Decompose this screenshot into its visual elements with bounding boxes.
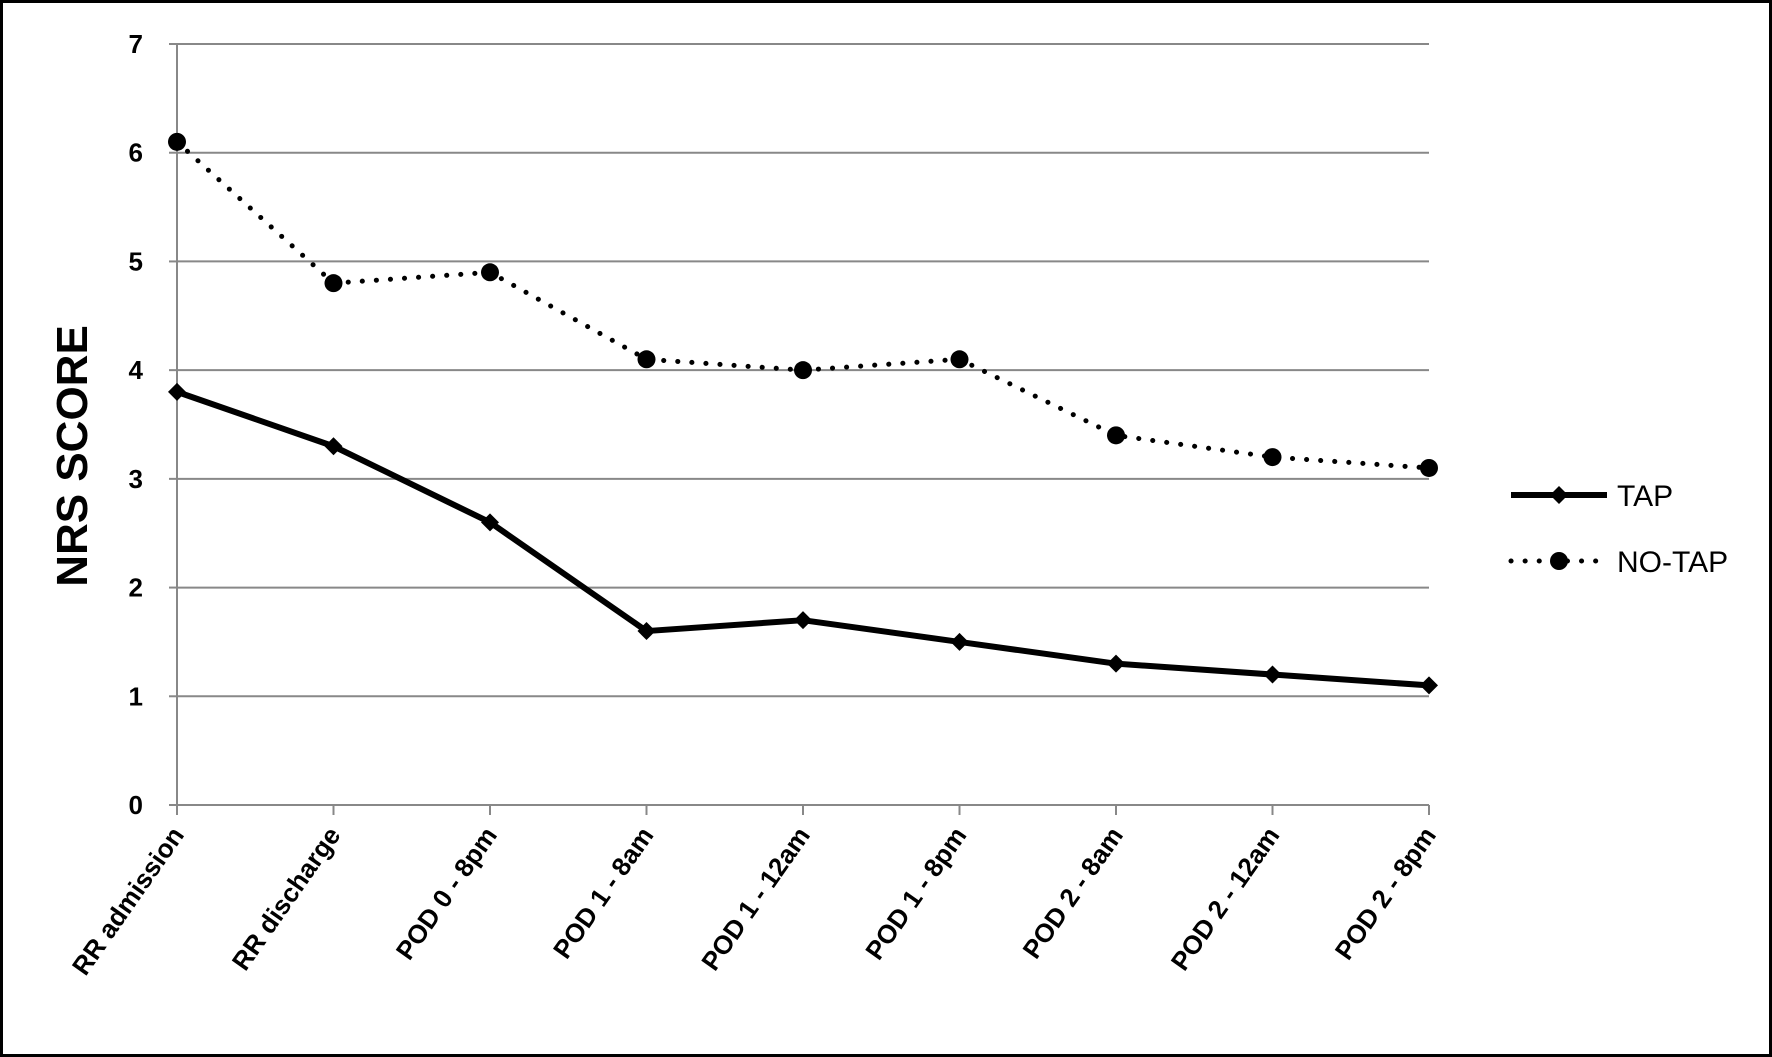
x-tick-labels: RR admission RR discharge POD 0 - 8pm POD 1… — [66, 821, 1442, 980]
y-axis-label: NRS SCORE — [48, 325, 97, 587]
x-tick-label: POD 2 - 8am — [1016, 821, 1128, 964]
y-tick-label: 2 — [129, 573, 143, 603]
data-series — [168, 132, 1438, 695]
legend-label-no-tap: NO-TAP — [1617, 546, 1728, 579]
point-no-tap — [481, 263, 499, 282]
x-tick-label: POD 1 - 8am — [547, 821, 659, 964]
series-line-tap — [176, 389, 1430, 689]
nrs-line-chart: 0 1 2 3 4 5 6 7 RR admission RR discharge POD 0 -… — [48, 29, 1728, 980]
x-tick-label: POD 2 - 12am — [1165, 821, 1286, 976]
y-tick-label: 4 — [129, 355, 144, 385]
point-no-tap — [1420, 458, 1438, 477]
y-tick-label: 3 — [129, 464, 143, 494]
x-tick-label: POD 0 - 8pm — [390, 821, 503, 965]
x-tick-label: POD 2 - 8pm — [1329, 821, 1442, 965]
point-tap — [324, 437, 343, 456]
point-no-tap — [168, 132, 186, 151]
point-tap — [794, 611, 812, 630]
point-no-tap — [1263, 448, 1282, 467]
point-no-tap — [1107, 426, 1125, 445]
point-no-tap — [324, 274, 343, 293]
axes — [169, 43, 1430, 815]
gridlines — [177, 43, 1429, 698]
point-no-tap — [637, 350, 656, 369]
point-tap — [1263, 665, 1282, 684]
x-tick-label: POD 1 - 12am — [695, 821, 816, 976]
legend-marker-no-tap — [1550, 552, 1568, 570]
y-tick-label: 5 — [129, 246, 143, 276]
y-tick-label: 7 — [129, 29, 143, 59]
point-tap — [637, 622, 656, 641]
point-tap — [1107, 654, 1125, 673]
point-tap — [481, 513, 499, 532]
y-tick-label: 1 — [129, 681, 143, 711]
y-tick-labels: 0 1 2 3 4 5 6 7 — [129, 29, 144, 820]
y-tick-label: 0 — [129, 790, 143, 820]
point-tap — [950, 632, 969, 651]
x-tick-label: RR discharge — [226, 821, 347, 976]
point-tap — [168, 382, 186, 401]
point-tap — [1420, 676, 1438, 695]
x-tick-label: POD 1 - 8pm — [859, 821, 972, 965]
series-line-no-tap — [174, 139, 1432, 471]
y-tick-label: 6 — [129, 138, 143, 168]
legend: TAP NO-TAP — [1508, 480, 1728, 579]
point-no-tap — [794, 361, 812, 380]
legend-marker-tap — [1550, 486, 1568, 504]
point-no-tap — [950, 350, 969, 369]
x-tick-label: RR admission — [66, 821, 190, 980]
legend-label-tap: TAP — [1617, 480, 1673, 513]
